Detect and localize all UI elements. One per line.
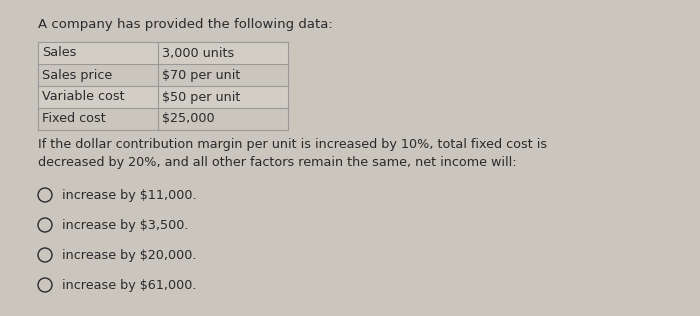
Text: increase by $61,000.: increase by $61,000. bbox=[62, 278, 197, 291]
Text: Sales: Sales bbox=[42, 46, 76, 59]
Text: $25,000: $25,000 bbox=[162, 112, 215, 125]
Bar bbox=[38, 108, 288, 130]
Text: Sales price: Sales price bbox=[42, 69, 112, 82]
Text: Fixed cost: Fixed cost bbox=[42, 112, 106, 125]
Bar bbox=[38, 42, 288, 64]
Text: 3,000 units: 3,000 units bbox=[162, 46, 235, 59]
Text: increase by $20,000.: increase by $20,000. bbox=[62, 248, 197, 262]
Text: $70 per unit: $70 per unit bbox=[162, 69, 240, 82]
Text: Variable cost: Variable cost bbox=[42, 90, 125, 104]
Text: $50 per unit: $50 per unit bbox=[162, 90, 240, 104]
Bar bbox=[38, 64, 288, 86]
Text: increase by $3,500.: increase by $3,500. bbox=[62, 218, 188, 232]
Text: If the dollar contribution margin per unit is increased by 10%, total fixed cost: If the dollar contribution margin per un… bbox=[38, 138, 547, 169]
Bar bbox=[38, 86, 288, 108]
Text: A company has provided the following data:: A company has provided the following dat… bbox=[38, 18, 332, 31]
Text: increase by $11,000.: increase by $11,000. bbox=[62, 189, 197, 202]
